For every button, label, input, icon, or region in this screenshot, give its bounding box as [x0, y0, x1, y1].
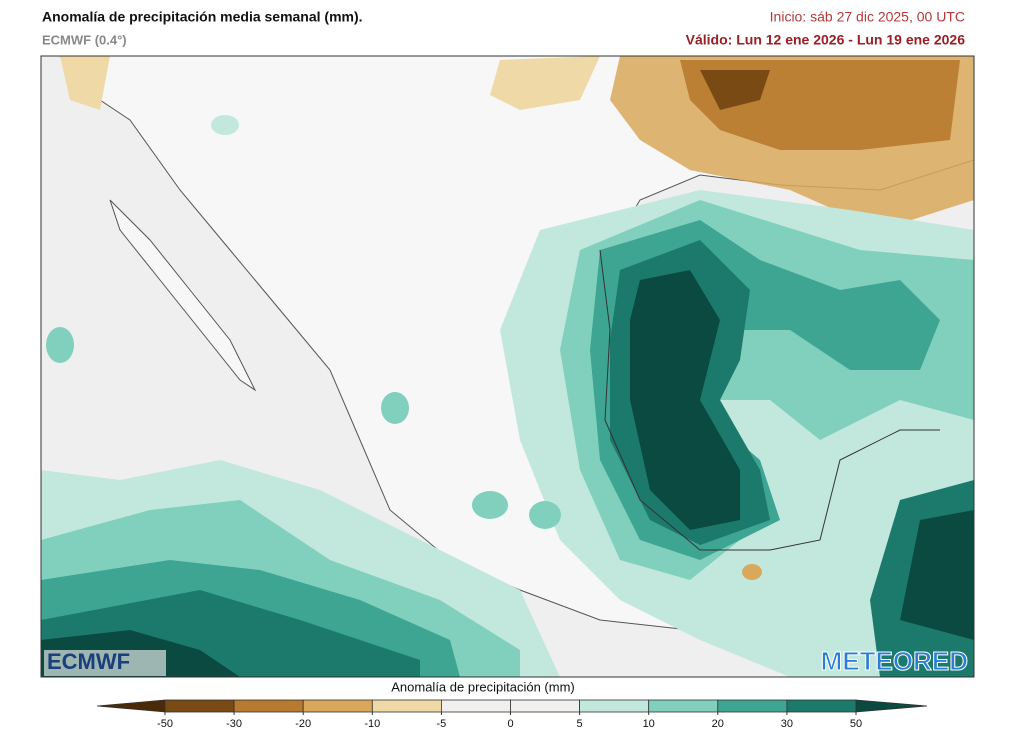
colorbar-segment [579, 699, 650, 713]
logo-meteored: METEORED [821, 646, 968, 676]
colorbar-tick-label: 5 [577, 718, 583, 730]
colorbar-segment [510, 699, 580, 713]
colorbar: -50 -30 -20 -10 -5 0 5 10 20 30 50 [96, 699, 928, 730]
map: ECMWF METEORED [40, 55, 975, 678]
colorbar-segment [302, 699, 373, 713]
colorbar-tick-label: -30 [226, 718, 242, 730]
colorbar-tick-label: -10 [364, 718, 380, 730]
colorbar-tick-label: 50 [850, 718, 862, 730]
colorbar-segment [648, 699, 719, 713]
valid-date: Válido: Lun 12 ene 2026 - Lun 19 ene 202… [686, 32, 966, 48]
colorbar-segment [371, 699, 442, 713]
colorbar-tick-label: -20 [295, 718, 311, 730]
colorbar-segment [440, 699, 511, 713]
colorbar-tick-label: 20 [712, 718, 724, 730]
colorbar-extension [855, 699, 928, 713]
colorbar-segment [164, 699, 235, 713]
colorbar-extension [96, 699, 166, 713]
colorbar-segment [786, 699, 857, 713]
colorbar-tick-label: 0 [507, 718, 513, 730]
colorbar-tick-label: -5 [437, 718, 447, 730]
colorbar-tick-label: 30 [781, 718, 793, 730]
legend-title: Anomalía de precipitación (mm) [391, 679, 575, 694]
colorbar-segment [233, 699, 304, 713]
colorbar-tick-label: 10 [643, 718, 655, 730]
init-date: Inicio: sáb 27 dic 2025, 00 UTC [770, 9, 965, 25]
colorbar-segment [717, 699, 788, 713]
title: Anomalía de precipitación media semanal … [42, 9, 363, 25]
colorbar-tick-label: -50 [157, 718, 173, 730]
model: ECMWF (0.4°) [42, 32, 127, 47]
logo-ecmwf: ECMWF [47, 649, 130, 674]
